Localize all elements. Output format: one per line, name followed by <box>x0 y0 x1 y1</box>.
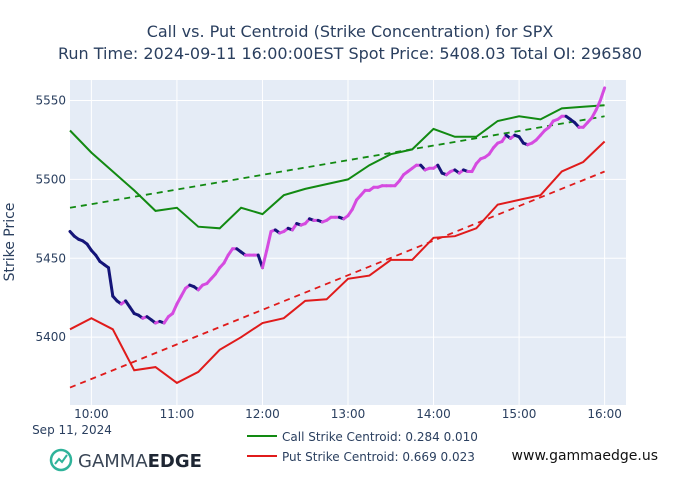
legend: Call Strike Centroid: 0.284 0.010 Put St… <box>247 430 478 464</box>
y-axis-title: Strike Price <box>2 203 18 282</box>
brand-name-light: GAMMA <box>78 451 148 472</box>
logo-ring-icon <box>49 448 73 472</box>
x-tick-label: 10:00 <box>74 407 109 421</box>
put-centroid-line <box>69 140 606 385</box>
y-tick-label: 5550 <box>35 94 66 108</box>
spot-price-segment <box>171 302 179 315</box>
chart-title: Call vs. Put Centroid (Strike Concentrat… <box>147 22 554 41</box>
x-tick-label: 12:00 <box>245 407 280 421</box>
x-tick-label: 13:00 <box>331 407 366 421</box>
legend-call-label: Call Strike Centroid: 0.284 0.010 <box>282 430 478 444</box>
spot-price-segment <box>350 198 359 211</box>
call-trend-line <box>69 115 605 209</box>
spot-price-segment <box>598 86 607 102</box>
y-tick-label: 5450 <box>35 251 66 265</box>
date-label: Sep 11, 2024 <box>32 423 112 437</box>
logo-chart-icon <box>54 454 68 465</box>
y-axis: 5400 5450 5500 5550 <box>35 94 66 345</box>
brand-name-bold: EDGE <box>148 451 202 472</box>
x-tick-label: 11:00 <box>160 407 195 421</box>
x-tick-label: 16:00 <box>587 407 622 421</box>
spot-price-segment <box>261 248 269 270</box>
y-tick-label: 5400 <box>35 330 66 344</box>
spot-price-segment <box>107 266 115 298</box>
brand-logo: GAMMAEDGE <box>49 448 202 472</box>
x-tick-label: 14:00 <box>416 407 451 421</box>
legend-put-label: Put Strike Centroid: 0.669 0.023 <box>282 450 475 464</box>
spot-price-segment <box>265 230 273 252</box>
y-tick-label: 5500 <box>35 172 66 186</box>
brand-name: GAMMAEDGE <box>78 451 202 472</box>
put-trend-line <box>69 170 605 389</box>
chart-subtitle: Run Time: 2024-09-11 16:00:00EST Spot Pr… <box>58 44 642 63</box>
call-centroid-line <box>69 104 605 230</box>
spot-price-segment <box>594 99 602 112</box>
series-layer <box>68 86 607 389</box>
x-tick-label: 15:00 <box>502 407 537 421</box>
website-link[interactable]: www.gammaedge.us <box>512 448 658 464</box>
x-axis: 10:00 11:00 12:00 13:00 14:00 15:00 16:00 <box>74 407 622 421</box>
